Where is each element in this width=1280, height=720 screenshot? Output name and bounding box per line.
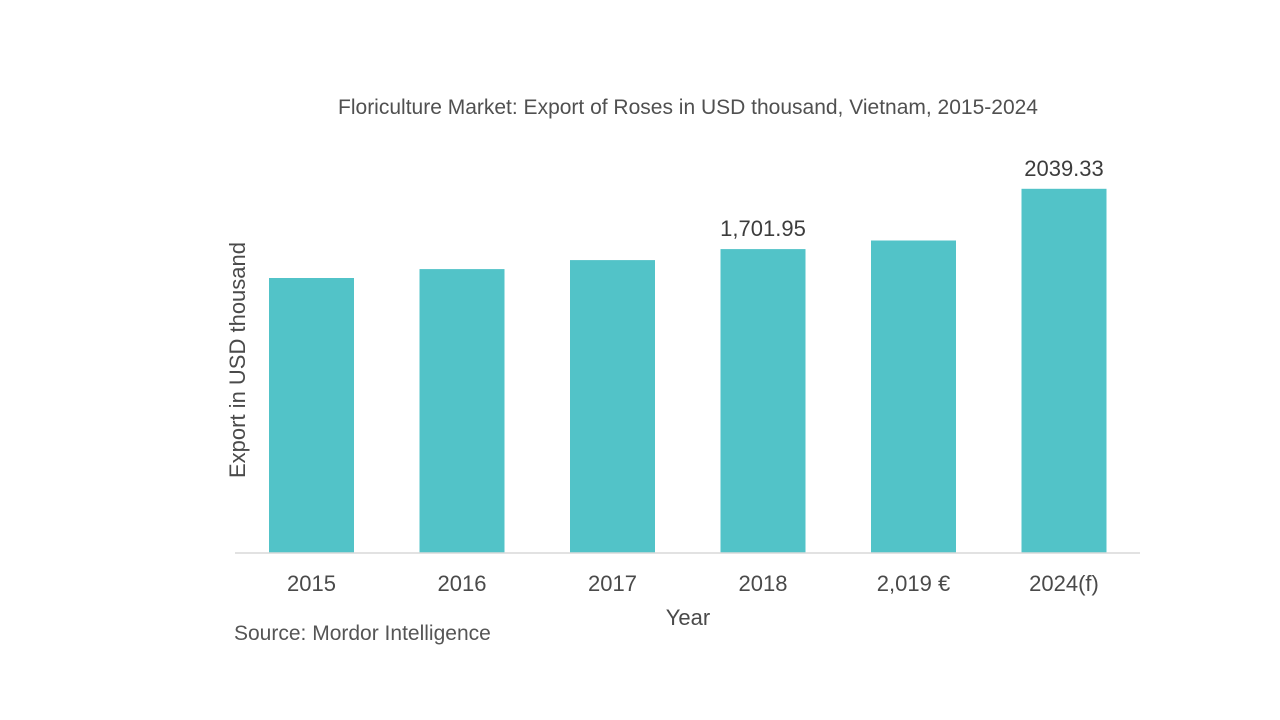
bar-3: [720, 249, 806, 553]
bar-0: [269, 278, 354, 553]
x-tick-label: 2016: [438, 571, 487, 596]
x-tick-label: 2015: [287, 571, 336, 596]
chart-title: Floriculture Market: Export of Roses in …: [338, 96, 1038, 119]
x-tick-label: 2,019 €: [877, 571, 950, 596]
x-axis-title: Year: [666, 605, 710, 630]
x-tick-label: 2018: [739, 571, 788, 596]
x-tick-label: 2024(f): [1029, 571, 1099, 596]
bar-4: [871, 240, 956, 553]
bar-1: [419, 269, 505, 553]
y-axis-title: Export in USD thousand: [225, 242, 250, 478]
bars-group: [269, 188, 1107, 554]
source-note: Source: Mordor Intelligence: [234, 622, 491, 645]
x-tick-label: 2017: [588, 571, 637, 596]
data-labels: 1,701.95 2039.33: [720, 156, 1104, 241]
data-label: 2039.33: [1024, 156, 1104, 181]
bar-5: [1021, 188, 1107, 554]
bar-2: [570, 260, 655, 553]
x-tick-labels: 2015 2016 2017 2018 2,019 € 2024(f): [287, 571, 1099, 596]
data-label: 1,701.95: [720, 216, 806, 241]
